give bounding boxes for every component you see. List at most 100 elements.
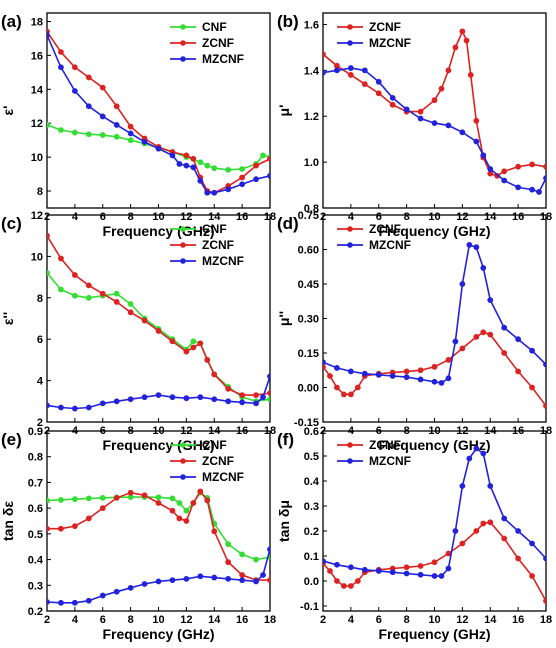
data-point xyxy=(197,177,204,184)
data-point xyxy=(127,396,134,403)
data-point xyxy=(267,373,270,380)
data-point xyxy=(438,573,445,579)
data-point xyxy=(515,184,522,191)
y-axis-label: tan δμ xyxy=(276,500,292,542)
y-axis-label: μ'' xyxy=(276,311,292,326)
data-point xyxy=(113,494,120,501)
data-point xyxy=(190,338,197,345)
y-tick-label: 0.7 xyxy=(28,477,43,489)
data-point xyxy=(323,51,326,58)
data-point xyxy=(183,518,190,524)
data-point xyxy=(155,145,162,152)
data-point xyxy=(141,394,148,401)
legend-marker xyxy=(180,442,186,448)
y-tick-label: 12 xyxy=(31,118,43,130)
x-axis-label: Frequency (GHz) xyxy=(102,223,214,239)
data-point xyxy=(543,163,546,170)
data-point xyxy=(529,186,535,193)
data-point xyxy=(71,272,78,278)
data-point xyxy=(501,350,508,356)
data-point xyxy=(204,497,211,504)
series-line xyxy=(323,29,546,177)
legend-item: MZCNF xyxy=(170,254,244,268)
data-point xyxy=(403,374,410,381)
data-point xyxy=(515,336,522,343)
data-point xyxy=(431,559,438,566)
data-point xyxy=(431,378,438,385)
data-point xyxy=(99,505,106,512)
data-point xyxy=(334,578,340,584)
data-point xyxy=(99,494,106,501)
data-point xyxy=(85,597,92,604)
series-line xyxy=(323,447,546,577)
x-tick-label: 4 xyxy=(348,211,355,223)
data-point xyxy=(204,189,211,196)
data-point xyxy=(225,575,232,582)
data-point xyxy=(361,81,368,88)
data-point xyxy=(141,492,148,499)
y-tick-label: 0.3 xyxy=(28,580,43,592)
data-point xyxy=(99,592,106,599)
x-tick-label: 16 xyxy=(236,614,248,626)
series-zcnf xyxy=(323,329,546,409)
data-point xyxy=(141,138,148,145)
data-point xyxy=(438,380,445,386)
data-point xyxy=(71,599,78,606)
data-point xyxy=(155,500,162,506)
legend-label: MZCNF xyxy=(369,36,411,50)
data-point xyxy=(361,67,368,74)
data-point xyxy=(375,78,382,85)
panel-d: 2 4 6 8 10 12 14 16 18-0.150.000.150.300.450.600… xyxy=(276,210,552,453)
data-point xyxy=(473,138,480,145)
x-tick-label: 6 xyxy=(100,614,106,626)
x-tick-label: 14 xyxy=(208,211,221,223)
legend-label: ZCNF xyxy=(202,238,234,252)
panel-f: 2 4 6 8 10 12 14 16 18 -0.1 0.0 0.1 0.2 0.3 0.4 0.5 0.6 F… xyxy=(276,426,552,642)
data-point xyxy=(417,367,424,374)
data-point xyxy=(417,563,424,569)
data-point xyxy=(375,371,382,378)
data-point xyxy=(487,331,494,338)
data-point xyxy=(225,559,232,566)
data-point xyxy=(99,400,106,407)
data-point xyxy=(467,72,474,78)
data-point xyxy=(403,564,410,571)
series-line xyxy=(47,272,270,403)
data-point xyxy=(403,570,410,577)
plot-frame xyxy=(322,430,547,612)
data-point xyxy=(389,101,396,108)
data-point xyxy=(239,399,246,406)
legend-item: CNF xyxy=(170,222,227,236)
y-tick-label: 18 xyxy=(31,16,43,28)
data-point xyxy=(417,571,424,578)
y-tick-label: 0.4 xyxy=(304,476,320,488)
data-point xyxy=(225,398,232,405)
data-point xyxy=(239,174,246,181)
data-point xyxy=(197,573,204,580)
data-point xyxy=(58,127,64,133)
data-point xyxy=(473,117,480,124)
data-point xyxy=(487,297,494,304)
data-point xyxy=(267,172,270,179)
series-line xyxy=(323,67,546,193)
y-axis-label: tan δε xyxy=(0,501,16,541)
data-point xyxy=(375,568,382,574)
data-point xyxy=(543,403,546,409)
data-point xyxy=(204,357,211,363)
legend-item: ZCNF xyxy=(337,20,401,34)
data-point xyxy=(113,290,120,297)
data-point xyxy=(473,528,480,534)
data-point xyxy=(190,344,197,351)
legend-marker xyxy=(180,24,186,30)
data-point xyxy=(127,309,134,316)
data-point xyxy=(169,338,176,345)
data-point xyxy=(466,455,473,462)
x-axis-label: Frequency (GHz) xyxy=(378,437,490,453)
legend-item: MZCNF xyxy=(170,470,244,484)
legend-label: MZCNF xyxy=(369,238,411,252)
legend-label: ZCNF xyxy=(369,438,401,452)
y-axis-label: ε'' xyxy=(0,312,16,325)
data-point xyxy=(47,232,50,239)
legend-item: MZCNF xyxy=(337,238,411,252)
